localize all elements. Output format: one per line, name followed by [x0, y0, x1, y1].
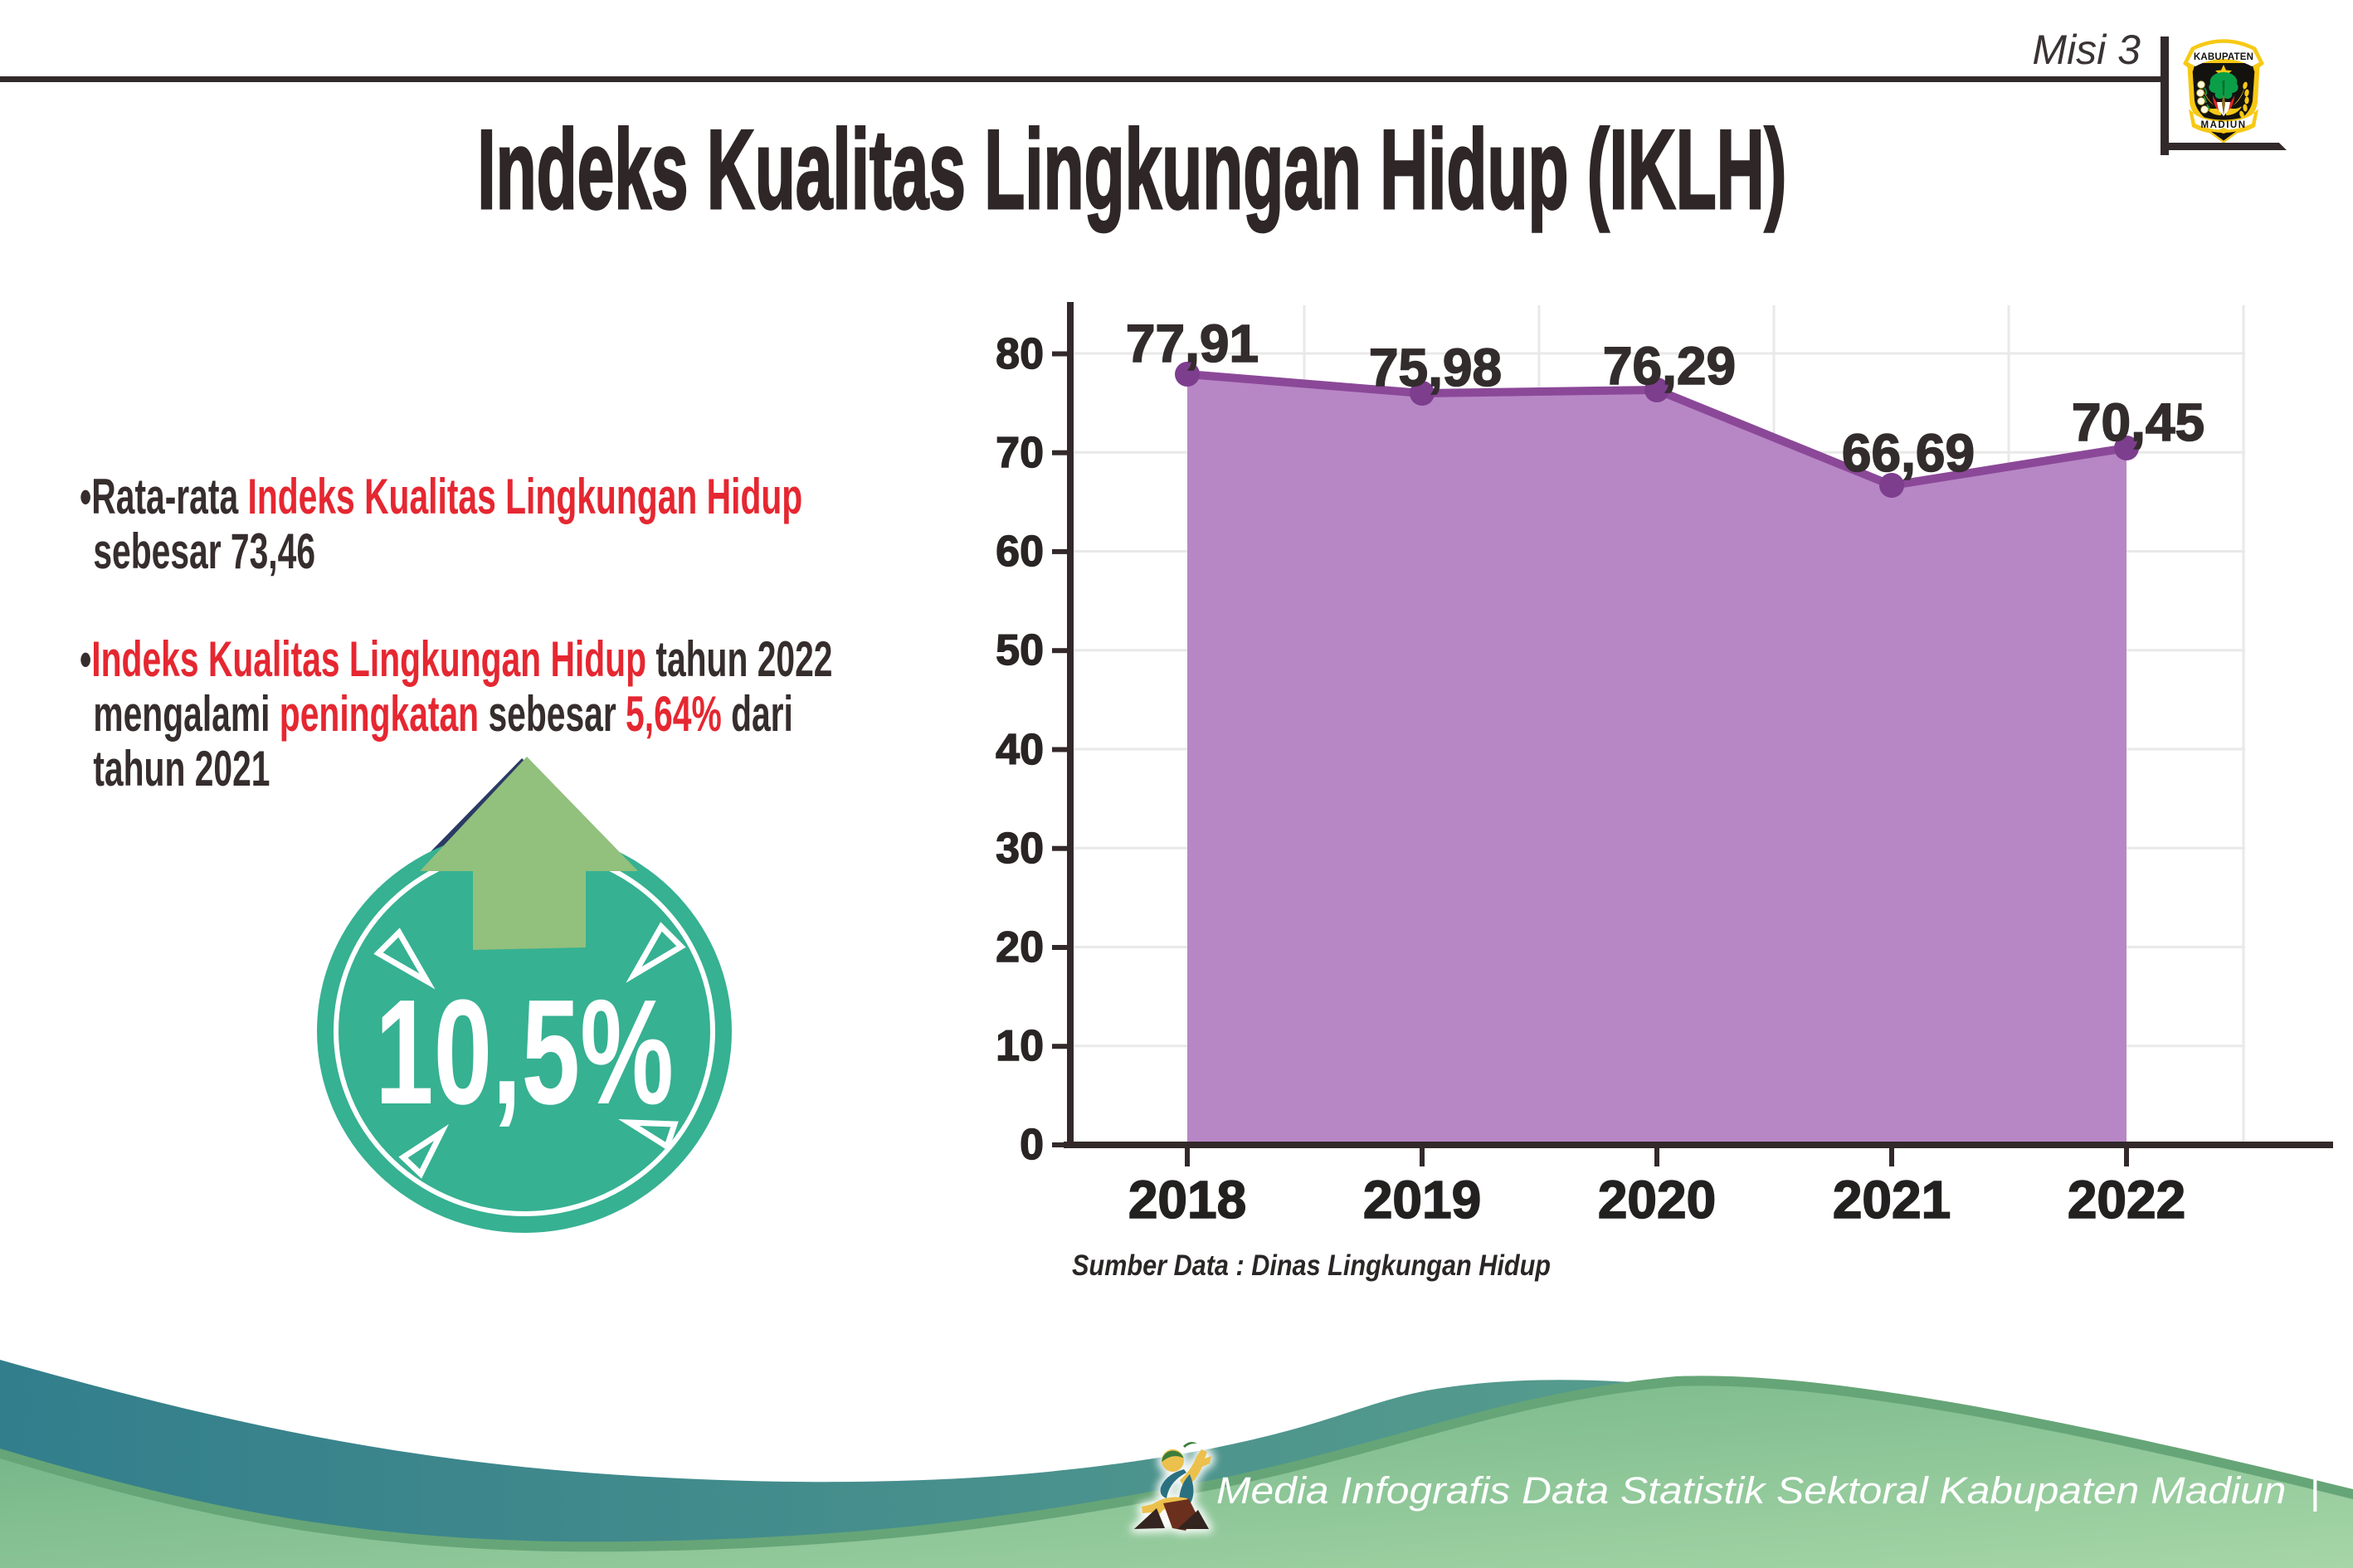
svg-text:0: 0	[1020, 1121, 1044, 1169]
svg-text:40: 40	[996, 726, 1044, 774]
svg-text:80: 80	[996, 330, 1044, 378]
svg-text:2018: 2018	[1128, 1170, 1246, 1230]
svg-text:60: 60	[996, 528, 1044, 576]
svg-text:MADIUN: MADIUN	[2201, 120, 2247, 130]
svg-text:70: 70	[996, 429, 1044, 477]
svg-text:70,45: 70,45	[2072, 392, 2204, 452]
svg-text:2020: 2020	[1598, 1170, 1716, 1230]
svg-text:77,91: 77,91	[1126, 314, 1259, 373]
svg-text:66,69: 66,69	[1842, 423, 1975, 483]
svg-text:76,29: 76,29	[1603, 336, 1736, 396]
svg-text:75,98: 75,98	[1369, 338, 1502, 397]
svg-text:2019: 2019	[1363, 1170, 1481, 1230]
svg-text:2022: 2022	[2068, 1170, 2185, 1230]
svg-text:10: 10	[996, 1022, 1044, 1070]
svg-text:2021: 2021	[1833, 1170, 1951, 1230]
svg-text:KABUPATEN: KABUPATEN	[2194, 52, 2253, 62]
svg-text:10,5%: 10,5%	[375, 969, 674, 1136]
svg-text:20: 20	[996, 923, 1044, 971]
svg-text:Sumber Data : Dinas Lingkungan: Sumber Data : Dinas Lingkungan Hidup	[1072, 1249, 1551, 1282]
svg-text:30: 30	[996, 825, 1044, 873]
svg-text:Media Infografis Data Statisti: Media Infografis Data Statistik Sektoral…	[1216, 1469, 2320, 1512]
svg-text:50: 50	[996, 626, 1044, 674]
